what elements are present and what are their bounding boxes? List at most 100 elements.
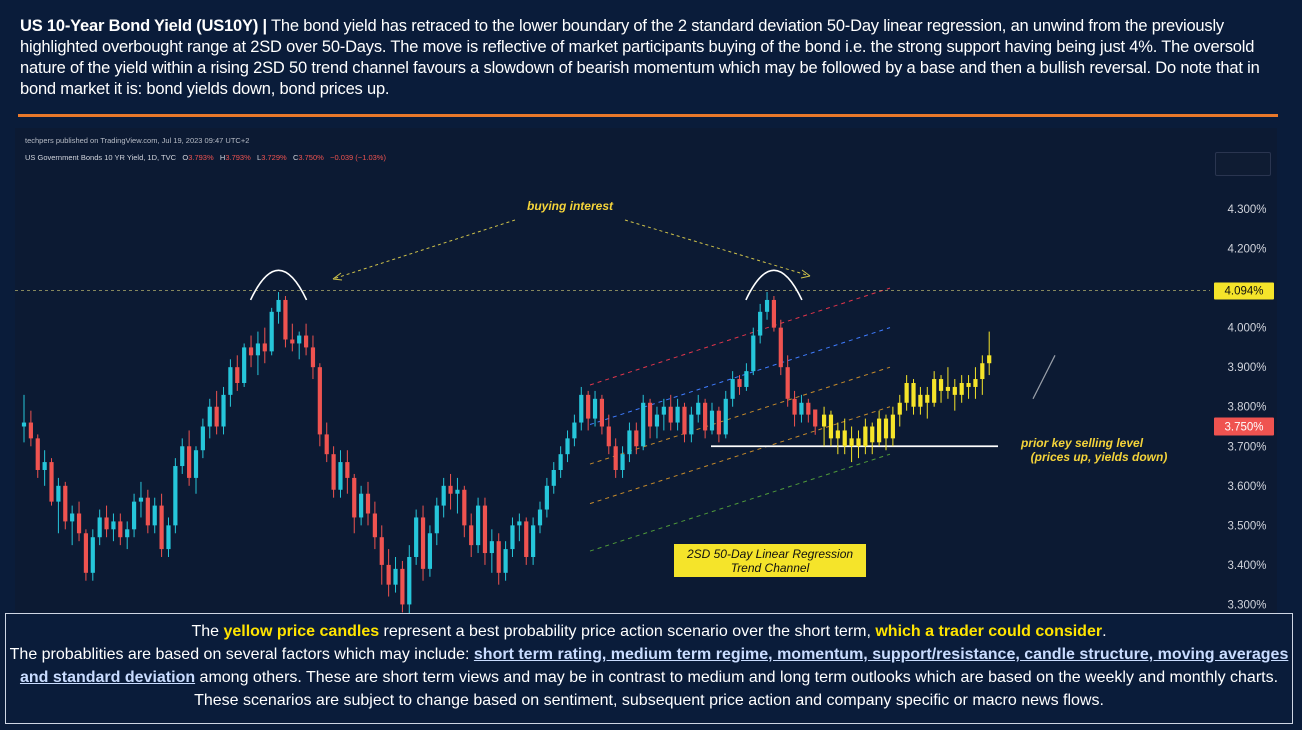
candle-body <box>551 469 556 486</box>
candle-body <box>125 529 130 538</box>
candle-body <box>579 394 584 423</box>
candle-body <box>517 521 522 526</box>
header-paragraph: US 10-Year Bond Yield (US10Y) | The bond… <box>20 16 1282 100</box>
candle-body <box>572 422 577 439</box>
candle-body <box>654 414 660 427</box>
candle-body <box>420 517 426 569</box>
projection-candle-body <box>877 418 882 443</box>
price-axis-label: 4.000% <box>1227 323 1266 335</box>
candle-body <box>187 446 192 478</box>
candle-body <box>799 402 804 415</box>
last-price-marker-text: 3.750% <box>1224 421 1263 433</box>
candle-body <box>317 367 322 435</box>
price-axis-label: 3.700% <box>1227 441 1266 453</box>
candle-body <box>703 402 708 431</box>
candle-body <box>434 505 439 534</box>
candle-body <box>716 410 721 435</box>
candle-body <box>28 422 33 439</box>
projection-candle-body <box>870 426 875 443</box>
candle-body <box>544 485 549 510</box>
disclaimer-line-2: The probablities are based on several fa… <box>6 643 1292 689</box>
candle-body <box>441 485 446 506</box>
candlestick-chart[interactable]: buying interest 2SD 50-Day Linear Regress… <box>15 128 1277 614</box>
candle-body <box>42 462 47 470</box>
candle-body <box>97 517 102 538</box>
candle-body <box>352 477 357 518</box>
candle-body <box>599 398 605 427</box>
candle-body <box>606 426 611 447</box>
projection-candle-body <box>952 386 957 395</box>
candle-body <box>303 335 309 348</box>
last-price-marker <box>1214 417 1274 436</box>
candle-body <box>118 521 123 538</box>
legend-open-value: 3.793% <box>188 153 214 162</box>
disclaimer-text: represent a best probability price actio… <box>379 623 876 640</box>
price-axis-label: 3.400% <box>1227 560 1266 572</box>
candle-body <box>627 430 632 455</box>
disclaimer-line-1: The yellow price candles represent a bes… <box>6 620 1292 643</box>
projection-candle-body <box>945 386 951 391</box>
candle-body <box>455 489 460 494</box>
candle-body <box>76 513 82 534</box>
candle-body <box>21 422 27 427</box>
arrow-right-line <box>624 219 811 277</box>
disclaimer-line-3: These scenarios are subject to change ba… <box>194 692 1104 709</box>
candle-body <box>345 462 350 478</box>
candle-body <box>414 517 419 557</box>
projection-candle-body <box>890 414 895 439</box>
candle-body <box>668 406 673 423</box>
candle-body <box>379 537 384 565</box>
projection-candle-body <box>835 430 840 439</box>
candle-body <box>35 438 40 470</box>
header-title: US 10-Year Bond Yield (US10Y) | <box>20 17 267 35</box>
chart-panel[interactable]: buying interest 2SD 50-Day Linear Regress… <box>15 128 1277 614</box>
high-price-marker-text: 4.094% <box>1224 285 1263 297</box>
channel-label-line-1: 2SD 50-Day Linear Regression <box>686 547 853 561</box>
price-axis-label: 3.300% <box>1227 599 1266 611</box>
candle-body <box>104 517 109 530</box>
candle-body <box>407 556 412 605</box>
candle-body <box>180 446 185 467</box>
candle-body <box>193 450 199 478</box>
top-arc-right <box>745 269 803 301</box>
candle-body <box>386 564 391 585</box>
legend-open-label: O <box>182 153 189 162</box>
header-divider <box>18 114 1278 117</box>
candle-body <box>709 410 715 431</box>
disclaimer-box: The yellow price candles represent a bes… <box>5 613 1293 724</box>
candle-body <box>613 446 618 470</box>
projection-candle-body <box>932 379 937 403</box>
legend-low-value: 3.729% <box>261 153 287 162</box>
candle-body <box>634 430 639 447</box>
disclaimer-factors-link: short term rating, medium term regime, m… <box>19 646 1289 686</box>
annotation-selling-level-1: prior key selling level <box>1020 436 1144 450</box>
candle-body <box>531 525 536 557</box>
price-axis-label: 3.800% <box>1227 402 1266 414</box>
header-text: The bond yield has retraced to the lower… <box>20 17 1260 98</box>
candle-body <box>56 485 61 502</box>
price-axis-label: 4.300% <box>1227 204 1266 216</box>
projection-candle-body <box>904 382 909 403</box>
high-price-marker <box>1214 282 1274 300</box>
candle-body <box>393 568 398 585</box>
candle-body <box>63 485 68 522</box>
price-axis-label: 3.500% <box>1227 520 1266 532</box>
candle-body <box>131 501 137 530</box>
candle-body <box>689 414 694 435</box>
legend-change: −0.039 (−1.03%) <box>330 153 386 162</box>
price-axis-label: 3.900% <box>1227 362 1266 374</box>
candle-body <box>744 371 749 387</box>
candle-body <box>565 438 570 455</box>
projection-candle-body <box>959 382 964 395</box>
published-note: techpers published on TradingView.com, J… <box>25 136 250 145</box>
projection-candle-body <box>828 414 834 439</box>
candle-body <box>242 347 247 383</box>
candle-body <box>462 489 467 526</box>
projection-candle-body <box>821 414 827 427</box>
projection-candle-body <box>856 438 861 447</box>
disclaimer-highlight-trader: which a trader could consider <box>875 623 1103 640</box>
projection-trendline <box>1032 355 1056 400</box>
candle-body <box>111 521 116 530</box>
tradingview-control-box[interactable] <box>1215 152 1271 176</box>
candle-body <box>166 525 171 550</box>
